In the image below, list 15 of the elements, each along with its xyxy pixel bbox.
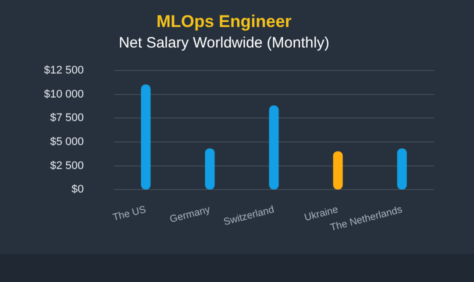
chart-title: MLOps Engineer <box>156 12 292 31</box>
y-tick-label: $7 500 <box>50 112 84 124</box>
bar <box>140 84 151 190</box>
y-tick-label: $10 000 <box>44 88 84 100</box>
chart-subtitle: Net Salary Worldwide (Monthly) <box>118 34 330 52</box>
bar <box>397 148 407 190</box>
x-tick-label: Germany <box>168 204 212 226</box>
y-tick-label: $5 000 <box>50 136 84 148</box>
bar <box>269 105 279 190</box>
x-tick-label: The US <box>112 204 148 224</box>
bar <box>205 148 215 190</box>
y-tick-label: $0 <box>72 184 84 196</box>
y-tick-label: $2 500 <box>50 160 84 172</box>
bar <box>333 151 343 190</box>
y-tick-label: $12 500 <box>44 64 84 76</box>
